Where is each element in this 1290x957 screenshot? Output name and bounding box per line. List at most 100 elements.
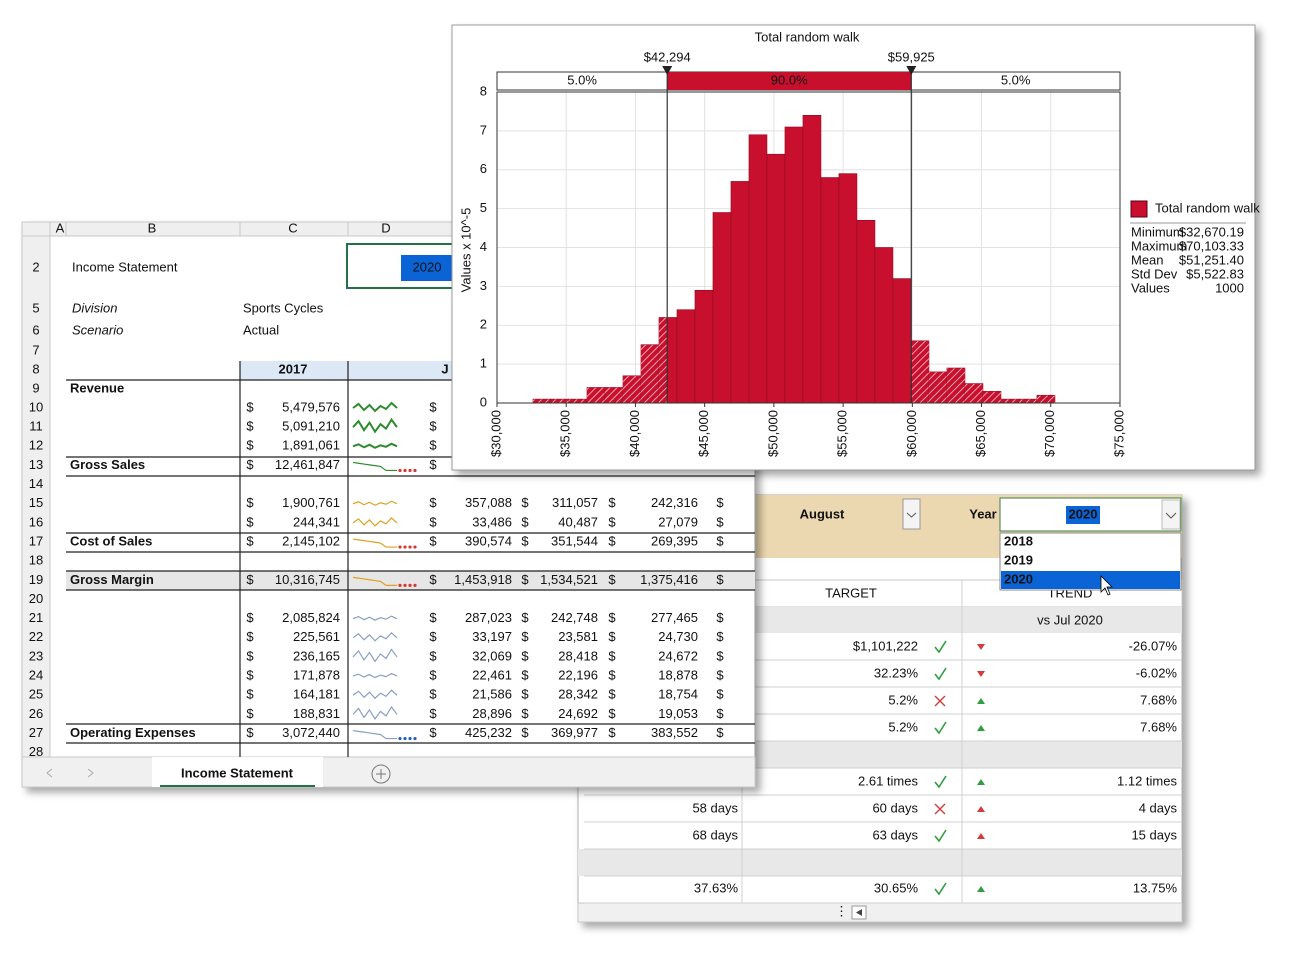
row-header: 26 <box>29 706 43 721</box>
currency-symbol: $ <box>521 648 529 663</box>
currency-symbol: $ <box>716 495 724 510</box>
currency-symbol: $ <box>716 668 724 683</box>
y-tick-label: 7 <box>480 122 487 137</box>
currency-symbol: $ <box>429 706 437 721</box>
cell-value: 33,486 <box>472 514 512 529</box>
cell-value: 32,069 <box>472 648 512 663</box>
active-tab[interactable] <box>152 757 323 787</box>
year-header: 2017 <box>279 361 308 376</box>
currency-symbol: $ <box>246 514 254 529</box>
delimiter-handle[interactable] <box>662 66 673 75</box>
currency-symbol: $ <box>429 457 437 472</box>
sparkline <box>352 705 398 720</box>
sparkline <box>352 417 398 434</box>
currency-symbol: $ <box>716 648 724 663</box>
sparkline-marker <box>413 468 417 473</box>
row-header: 27 <box>29 725 43 740</box>
currency-symbol: $ <box>716 572 724 587</box>
delimiter-handle[interactable] <box>906 66 917 75</box>
scrollbar[interactable] <box>577 902 1183 923</box>
currency-symbol: $ <box>608 668 616 683</box>
sparkline <box>352 461 397 472</box>
hatch-overlay <box>622 376 641 403</box>
band-label: 5.0% <box>567 72 597 87</box>
year-option[interactable]: 2018 <box>1004 533 1033 548</box>
tab-scroll-left[interactable] <box>46 768 53 778</box>
x-tick-label: $30,000 <box>488 410 503 457</box>
currency-symbol: $ <box>246 419 254 434</box>
chevron <box>906 512 917 518</box>
year-option[interactable]: 2019 <box>1004 552 1033 567</box>
cell-value: 171,878 <box>293 668 340 683</box>
histogram-bar <box>820 177 840 404</box>
cell-value: 33,197 <box>472 629 512 644</box>
month-dropdown-button[interactable] <box>902 498 921 530</box>
stat-value: $51,251.40 <box>1179 252 1244 267</box>
currency-symbol: $ <box>608 514 616 529</box>
currency-symbol: $ <box>716 706 724 721</box>
currency-symbol: $ <box>608 533 616 548</box>
currency-symbol: $ <box>429 725 437 740</box>
add-sheet-button[interactable] <box>371 764 391 784</box>
currency-symbol: $ <box>246 572 254 587</box>
actual-value: 68 days <box>692 827 738 842</box>
target-value: 60 days <box>872 800 918 815</box>
stat-label: Values <box>1131 280 1170 295</box>
currency-symbol: $ <box>716 725 724 740</box>
comparison: vs Jul 2020 <box>1037 612 1103 627</box>
sparkline <box>352 729 397 740</box>
list-highlight <box>1001 571 1180 589</box>
hatch-overlay <box>911 341 929 403</box>
currency-symbol: $ <box>716 533 724 548</box>
cell-value: 5,479,576 <box>282 399 340 414</box>
histogram-bar <box>766 153 786 404</box>
cell-value: 28,896 <box>472 706 512 721</box>
hatch-overlay <box>964 383 983 403</box>
histogram-bar <box>712 212 732 404</box>
histogram-bar <box>730 181 750 404</box>
currency-symbol: $ <box>429 514 437 529</box>
cell-value: 369,977 <box>551 725 598 740</box>
row-header: 14 <box>29 476 43 491</box>
plus-icon <box>376 769 386 779</box>
sparkline-marker <box>403 583 407 587</box>
tab-scroll-right[interactable] <box>87 768 94 778</box>
row-label: Gross Sales <box>70 457 145 472</box>
cell-value: 2,145,102 <box>282 533 340 548</box>
hatch-overlay <box>946 368 965 403</box>
year-option[interactable]: 2020 <box>1004 571 1033 586</box>
year-value: 2020 <box>1069 506 1098 521</box>
hatch-overlay <box>604 387 623 403</box>
plot-frame <box>496 91 1121 404</box>
sparkline <box>352 442 398 449</box>
hatch-overlay <box>1036 395 1055 403</box>
check-icon <box>934 829 947 843</box>
row-header: 16 <box>29 514 43 529</box>
currency-symbol: $ <box>521 514 529 529</box>
sparkline-marker <box>408 545 412 549</box>
trend-value: 7.68% <box>1140 719 1177 734</box>
hatch-overlay <box>640 344 659 403</box>
target-value: $1,101,222 <box>853 638 918 653</box>
sparkline-marker <box>408 468 412 473</box>
check-icon <box>934 667 947 681</box>
cell-value: 18,754 <box>658 687 698 702</box>
currency-symbol: $ <box>608 648 616 663</box>
row-label: Revenue <box>70 380 124 395</box>
year-label: Year <box>969 506 996 521</box>
hatch-overlay <box>532 399 551 403</box>
currency-symbol: $ <box>246 687 254 702</box>
stat-label: Maximum <box>1131 238 1187 253</box>
year-cell: 2020 <box>413 259 442 274</box>
cell-value: 425,232 <box>465 725 512 740</box>
cell-value: 28,342 <box>558 687 598 702</box>
scenario-label: Scenario <box>72 322 123 337</box>
y-axis-label: Values x 10^-5 <box>458 208 473 293</box>
combobox-button[interactable] <box>1161 499 1181 530</box>
sparkline-marker <box>398 736 402 741</box>
currency-symbol: $ <box>246 668 254 683</box>
sheet-tab[interactable]: Income Statement <box>181 765 294 780</box>
column-header: A <box>56 220 65 235</box>
histogram-bar <box>748 134 768 404</box>
currency-symbol: $ <box>246 533 254 548</box>
